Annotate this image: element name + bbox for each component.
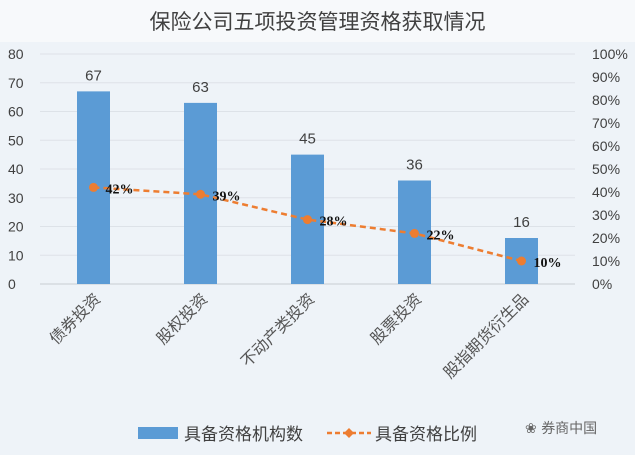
x-category-label: 股票投资	[367, 289, 426, 348]
y-left-tick: 0	[8, 276, 16, 292]
legend-label-bar: 具备资格机构数	[184, 425, 303, 445]
title-bar	[0, 0, 635, 42]
line-point	[89, 182, 98, 192]
y-left-tick: 80	[8, 46, 24, 62]
y-left-tick: 10	[8, 247, 24, 263]
ratio-line	[93, 186, 522, 263]
line-data-label: 10%	[534, 256, 562, 271]
watermark-text: 券商中国	[541, 421, 598, 437]
watermark: ❀ 券商中国	[525, 418, 597, 438]
y-left-tick: 60	[8, 104, 24, 120]
y-left-tick: 30	[8, 190, 24, 206]
y-right-tick: 70%	[592, 115, 620, 131]
legend-swatch-bar	[138, 426, 178, 439]
wechat-icon: ❀	[525, 421, 542, 437]
bar-data-label: 45	[299, 131, 316, 148]
chart-title: 保险公司五项投资管理资格获取情况	[149, 10, 486, 34]
line-point	[196, 189, 205, 199]
line-data-label: 42%	[106, 182, 134, 197]
x-category-label: 不动产类投资	[237, 289, 318, 370]
y-left-tick: 70	[8, 75, 24, 91]
legend-swatch-line	[327, 427, 371, 438]
legend-label-line: 具备资格比例	[375, 425, 477, 445]
y-right-tick: 40%	[592, 184, 620, 200]
legend: 具备资格机构数 具备资格比例	[138, 420, 477, 445]
bar-data-label: 67	[85, 67, 102, 84]
y-left-tick: 40	[8, 161, 24, 177]
line-point	[303, 215, 312, 225]
y-left-tick: 20	[8, 219, 24, 235]
y-right-tick: 50%	[592, 161, 620, 177]
bar-data-label: 36	[406, 157, 423, 174]
x-category-label: 债券投资	[46, 289, 105, 348]
y-right-tick: 10%	[592, 253, 620, 269]
line-data-label: 39%	[213, 189, 241, 204]
y-right-tick: 100%	[592, 46, 628, 62]
y-right-tick: 0%	[592, 276, 612, 292]
y-right-tick: 90%	[592, 69, 620, 85]
y-right-tick: 30%	[592, 207, 620, 223]
y-left-tick: 50	[8, 132, 24, 148]
line-data-label: 28%	[320, 215, 348, 230]
y-right-tick: 80%	[592, 92, 620, 108]
x-category-label: 股指期货衍生品	[440, 289, 533, 382]
line-data-label: 22%	[427, 228, 455, 243]
x-category-label: 股权投资	[153, 289, 212, 348]
line-point	[517, 256, 526, 266]
bar-data-label: 63	[192, 79, 209, 96]
line-point	[410, 228, 419, 238]
bar-data-label: 16	[513, 214, 530, 231]
y-right-tick: 20%	[592, 230, 620, 246]
y-right-tick: 60%	[592, 138, 620, 154]
